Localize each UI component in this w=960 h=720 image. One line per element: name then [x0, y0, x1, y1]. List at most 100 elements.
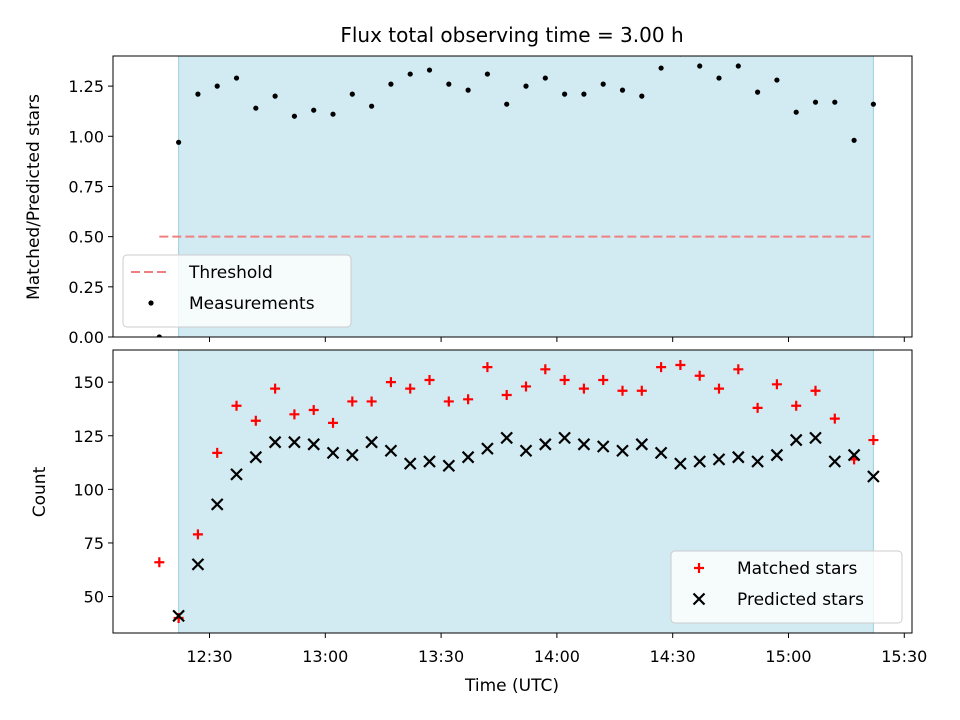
data-point — [463, 394, 474, 405]
y-tick-label: 0.50 — [68, 228, 104, 247]
panel-counts: 50 75 100 125 150 12:30 13:00 13:30 14:00 14:30 15… — [73, 349, 927, 666]
data-point — [771, 379, 782, 390]
x-tick-label: 13:30 — [418, 647, 464, 666]
data-point — [658, 65, 664, 71]
y-tick-label: 150 — [73, 373, 104, 392]
legend-swatch — [148, 300, 154, 306]
axes-frame — [112, 55, 913, 338]
data-point — [308, 405, 319, 416]
data-point — [347, 396, 358, 407]
x-tick-label: 13:00 — [302, 647, 348, 666]
data-point — [519, 444, 533, 458]
y-axis-label-ratio: Matched/Predicted stars — [24, 94, 44, 300]
data-point — [465, 87, 471, 93]
data-point — [212, 447, 223, 458]
data-point — [558, 431, 571, 445]
data-point — [656, 362, 667, 373]
data-point — [867, 470, 880, 483]
data-point — [291, 113, 298, 119]
data-point — [674, 457, 687, 470]
x-tick-label: 14:00 — [534, 647, 580, 666]
y-axis-label-count: Count — [30, 466, 50, 517]
data-point — [446, 81, 452, 87]
data-point — [694, 370, 705, 381]
data-point — [540, 364, 551, 375]
data-point — [407, 71, 413, 77]
data-point — [272, 93, 278, 99]
data-point — [770, 448, 784, 462]
data-point — [172, 609, 185, 623]
data-point — [192, 529, 203, 540]
data-point — [346, 448, 359, 462]
y-tick-label: 1.00 — [68, 127, 104, 146]
data-point — [654, 446, 668, 460]
data-point — [697, 63, 703, 69]
data-point — [868, 435, 879, 446]
data-point — [481, 442, 494, 455]
data-point — [732, 450, 745, 464]
data-point — [288, 435, 301, 449]
x-tick-label: 15:00 — [765, 647, 811, 666]
axes-frame — [112, 349, 913, 634]
data-point — [851, 137, 857, 143]
data-point — [482, 362, 493, 373]
data-point — [559, 375, 570, 386]
data-point — [714, 383, 725, 394]
data-point — [581, 91, 587, 97]
data-point — [349, 91, 355, 97]
data-point — [233, 75, 240, 81]
data-point — [504, 101, 510, 107]
data-point — [617, 385, 628, 396]
data-points — [154, 360, 880, 623]
data-point — [733, 364, 744, 375]
data-point — [268, 435, 282, 449]
data-point — [619, 87, 626, 93]
data-point — [832, 99, 838, 105]
data-point — [426, 67, 433, 73]
data-point — [501, 390, 512, 401]
data-point — [328, 417, 339, 428]
data-point — [791, 400, 802, 411]
data-point — [443, 396, 454, 407]
data-point — [716, 75, 722, 81]
data-point — [596, 440, 610, 453]
data-point — [829, 413, 840, 424]
x-tick-label: 15:30 — [881, 647, 927, 666]
legend-label: Predicted stars — [737, 590, 864, 610]
data-point — [384, 444, 398, 458]
data-point — [636, 385, 647, 396]
data-point — [600, 81, 606, 87]
data-point — [521, 381, 532, 392]
data-point — [249, 450, 263, 464]
data-point — [365, 435, 378, 449]
data-point — [500, 431, 513, 445]
data-point — [751, 455, 764, 468]
y-tick-label: 0.00 — [68, 328, 104, 347]
data-point — [639, 93, 645, 99]
data-point — [191, 558, 205, 571]
data-point — [809, 431, 822, 445]
legend-swatch — [694, 563, 704, 573]
data-point — [210, 498, 224, 511]
data-point — [523, 83, 529, 89]
data-point — [755, 89, 761, 95]
legend-label: Measurements — [189, 294, 315, 314]
data-point — [330, 111, 336, 117]
y-tick-label: 75 — [84, 534, 104, 553]
data-point — [230, 468, 243, 481]
data-point — [156, 334, 162, 337]
data-point — [578, 383, 589, 394]
legend: Threshold Measurements — [122, 254, 352, 328]
data-point — [484, 71, 491, 77]
data-point — [326, 446, 340, 460]
data-point — [405, 383, 416, 394]
data-point — [176, 139, 182, 145]
data-point — [307, 438, 320, 451]
data-point — [752, 402, 763, 413]
data-point — [562, 91, 568, 97]
data-point — [712, 453, 726, 466]
data-point — [461, 450, 475, 464]
legend-box — [122, 254, 352, 328]
y-tick-label: 125 — [73, 427, 104, 446]
